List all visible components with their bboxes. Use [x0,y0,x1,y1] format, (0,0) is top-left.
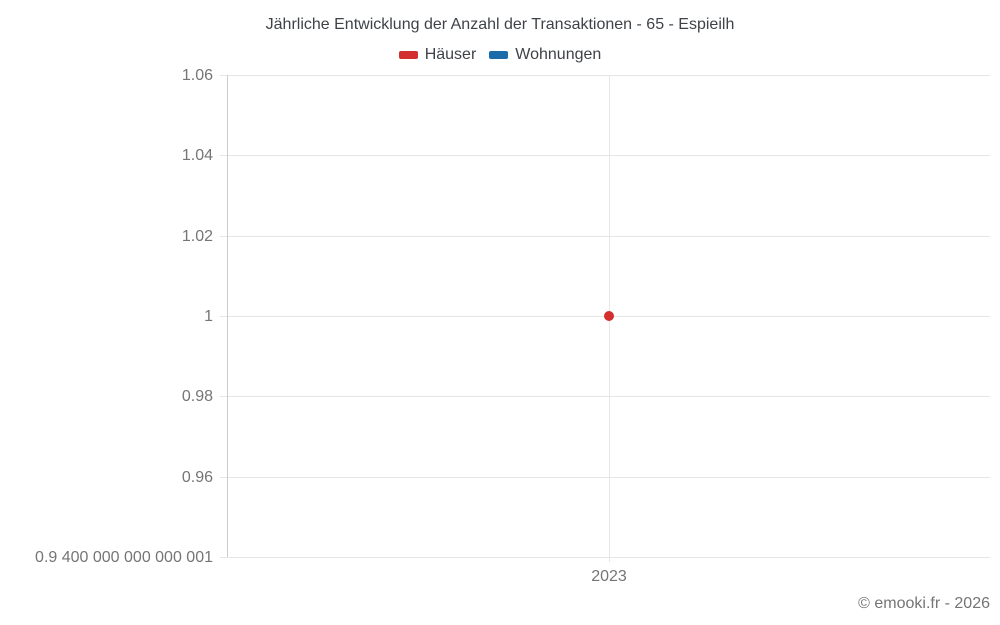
legend-swatch-icon [489,51,509,59]
legend-swatch-icon [398,51,418,59]
copyright-credit: © emooki.fr - 2026 [858,595,990,612]
y-gridline [220,477,990,478]
y-gridline [220,75,990,76]
legend-item-haeuser[interactable]: Häuser [398,46,477,64]
y-axis-tick-label: 1.02 [181,228,213,245]
y-gridline [220,557,990,558]
y-gridline [220,396,990,397]
chart-legend: Häuser Wohnungen [0,46,1000,64]
data-point-haeuser[interactable] [604,311,614,321]
y-gridline [220,155,990,156]
chart-title: Jährliche Entwicklung der Anzahl der Tra… [265,16,735,33]
y-gridline [220,236,990,237]
y-axis-tick-label: 0.9 400 000 000 000 001 [35,549,213,566]
legend-item-wohnungen[interactable]: Wohnungen [489,46,601,64]
legend-item-label: Häuser [424,46,477,63]
y-axis-tick-label: 0.98 [181,388,213,405]
y-axis-tick-label: 1.04 [181,147,213,164]
y-axis-tick-label: 1 [204,308,213,325]
legend-item-label: Wohnungen [515,46,602,63]
x-axis-tick-label: 2023 [591,568,627,585]
y-axis-tick-label: 1.06 [181,67,213,84]
y-axis-tick-label: 0.96 [181,469,213,486]
y-axis-line [227,75,228,557]
